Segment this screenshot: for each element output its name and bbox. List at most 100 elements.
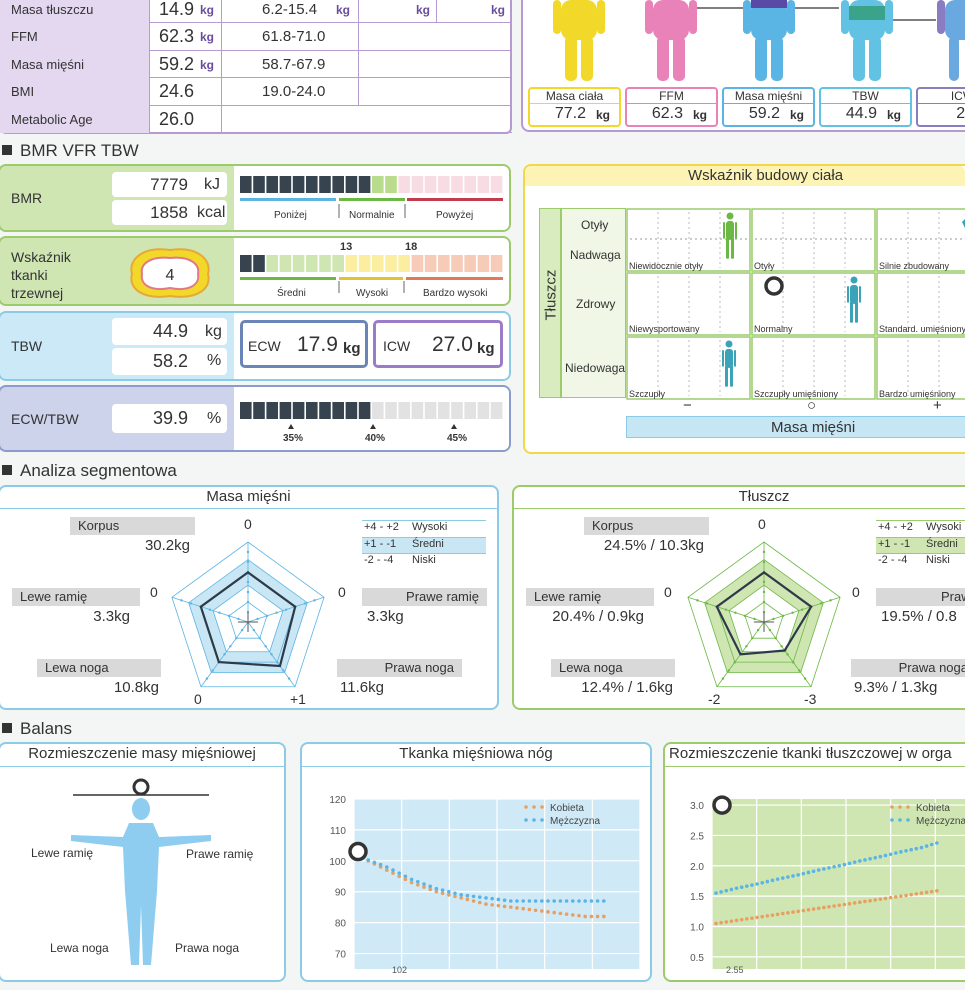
tbw-pct-box [112,348,227,375]
radar-tick [772,617,775,621]
chart-y-tick: 110 [330,826,346,837]
radar-tick [745,645,748,648]
radar-tick [751,636,754,640]
body-type-cell-label: Bardzo umięśniony [879,389,956,399]
composition-unit: kg [693,108,708,122]
vfr-scale-normal [240,277,336,280]
radar-tick [800,608,804,611]
chart-y-tick: 120 [329,795,346,806]
chart-series-point [755,882,759,886]
top-table-unit: kg [200,30,215,45]
segment-fat-title-line [514,508,965,509]
top-table-row [0,0,512,24]
top-table-unit: kg [200,57,215,72]
chart-legend-swatch [890,805,894,809]
body-type-cell [751,208,876,272]
chart-legend-label: Kobieta [916,803,950,814]
gauge-segment [358,255,371,272]
chart-y-tick: 90 [335,888,347,899]
radar-tick [829,599,832,602]
gauge-segment [266,255,278,272]
gauge-segment [266,176,278,193]
chart-series-point [760,880,765,885]
radar-tick [762,600,766,604]
bmr-label: BMR [11,190,43,206]
segment-fat-korpus-value: 24.5% / 10.3kg [603,537,704,554]
gauge-segment [253,402,265,419]
radar-tick [276,661,279,664]
chart-series-point [422,882,426,886]
gauge-segment [345,402,358,419]
top-table-c4-unit: kg [491,3,506,17]
segment-muscle-prawe_ramie-value: 3.3kg [367,608,404,625]
gauge-segment [332,402,344,419]
body-type-header [525,166,965,186]
chart-series-point [893,851,898,855]
segment-muscle-radar [171,541,325,688]
radar-data-series [715,571,813,656]
chart-series-point [403,877,408,882]
muscle-dist-lewe-ramie: Lewe ramię [31,846,94,860]
body-type-cell [876,208,965,272]
composition-box-header [724,89,813,104]
chart-series-point [527,899,532,903]
vfr-label: Wskaźnik tkanki trzewnej [11,249,71,301]
chart-series-point [558,911,563,916]
radar-tick [774,636,777,640]
top-table-range: 6.2-15.4 [262,1,318,18]
chart-series-point [558,899,563,903]
composition-label: Masa mięśni [734,89,803,103]
gauge-segment [490,176,503,193]
muscle-dist-prawe-ramie: Prawe ramię [186,847,254,861]
gauge-segment [411,255,424,272]
ecw-box [240,320,368,368]
vfr-scale-bardzo-wysoki: Bardzo wysoki [423,288,488,299]
body-type-x-axis-label: Masa mięśni [771,419,856,436]
gauge-segment [292,402,305,419]
chart-legend-swatch [898,805,902,809]
top-table-value: 14.9 [158,0,194,19]
chart-series-point [372,860,377,865]
radar-tick [189,602,193,605]
gauge-segment [385,176,397,193]
chart-series-point [409,880,414,885]
segment-muscle-lewe_ramie-label: Lewe ramię [12,588,140,606]
segment-muscle-lewa_noga-label: Lewa noga [37,659,161,677]
chart-y-tick: 2.5 [690,831,704,842]
segment-muscle-axis-label: 0 [150,584,158,600]
chart-series-point [750,916,754,920]
chart-series-point [786,875,790,879]
body-type-cell [626,272,751,336]
chart-series-point [447,889,451,894]
composition-label: ICW [950,89,965,103]
composition-box-header [918,89,965,104]
chart-series-point [929,842,934,847]
chart-series-point [919,845,924,850]
chart-series-point [847,901,852,906]
gauge-segment [372,176,384,193]
chart-series-point [775,912,780,917]
segment-fat-axis-label: 0 [758,516,766,532]
leg-muscle-chart: 120 110 100 90 80 70 Kobieta Mężczyzna 102 [329,795,641,975]
chart-series-point [434,889,439,894]
bmr-kj-unit: kJ [204,176,220,193]
segment-fat-legend-row [876,553,965,570]
gauge-segment [464,402,476,419]
segment-muscle-axis-label: 0 [244,516,252,532]
gauge-segment [306,402,318,419]
chart-y-tick: 2.0 [690,862,704,873]
chart-legend-swatch [906,805,910,809]
body-type-row-niedowaga: Niedowaga [565,361,626,375]
composition-label: FFM [659,89,684,103]
chart-series-point [858,859,862,863]
radar-tick [246,580,250,584]
muscle-dist-title: Rozmieszczenie masy mięśniowej [28,745,256,762]
chart-series-point [577,899,581,903]
chart-series-point [883,896,888,901]
tbw-pct-unit: % [207,352,222,369]
ecw-tbw-tick-arrow [370,424,376,429]
gauge-segment [490,255,503,272]
chart-series-point [509,899,513,903]
chart-series-point [739,885,744,889]
chart-series-point [391,871,395,875]
